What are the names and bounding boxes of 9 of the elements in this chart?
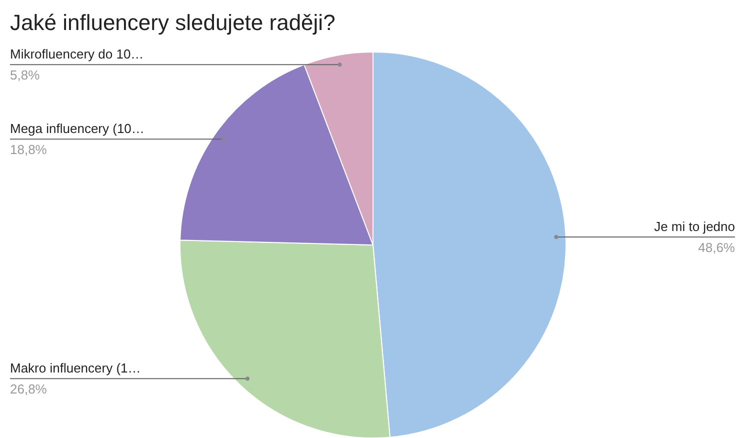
- data-label: 26,8%: [10, 382, 48, 397]
- data-label: 48,6%: [698, 240, 736, 255]
- slice-label: Makro influencery (1…: [10, 360, 141, 376]
- data-label: 5,8%: [10, 68, 40, 83]
- slice-label: Je mi to jedno: [654, 218, 735, 234]
- slice-label: Mega influencery (10…: [10, 121, 144, 136]
- slice-label: Mikrofluencery do 10…: [10, 46, 144, 62]
- chart-title: Jaké influencery sledujete raději?: [10, 10, 336, 35]
- data-label: 18,8%: [10, 142, 48, 158]
